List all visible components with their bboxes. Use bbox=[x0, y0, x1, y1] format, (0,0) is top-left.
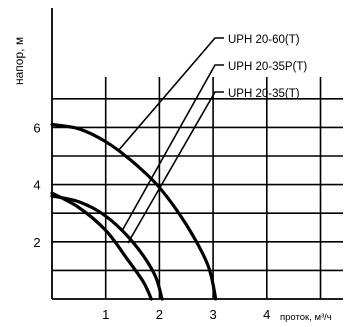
leader-lines bbox=[117, 37, 224, 244]
series-label-uph-20-35t: UPH 20-35(T) bbox=[228, 88, 300, 100]
leader-line bbox=[127, 91, 224, 244]
y-tick-label: 4 bbox=[33, 178, 40, 193]
series-labels: UPH 20-60(T) UPH 20-35P(T) UPH 20-35(T) bbox=[228, 34, 307, 100]
x-tick-label: 1 bbox=[102, 307, 109, 322]
x-tick-label: 2 bbox=[156, 307, 163, 322]
series-uph-20-35t-line bbox=[50, 191, 153, 301]
series-layer bbox=[50, 122, 218, 301]
series-label-uph-20-35pt: UPH 20-35P(T) bbox=[228, 61, 307, 73]
y-axis-label: напор, м bbox=[12, 37, 26, 85]
series-label-uph-20-60t: UPH 20-60(T) bbox=[228, 34, 300, 46]
x-axis-label: проток, м³/ч bbox=[280, 312, 332, 323]
y-tick-label: 2 bbox=[33, 235, 40, 250]
tick-labels: 1 2 3 4 2 4 6 bbox=[33, 120, 270, 322]
leader-line bbox=[117, 37, 224, 152]
series-uph-20-60t-line bbox=[50, 122, 218, 301]
y-tick-label: 6 bbox=[33, 120, 40, 135]
series-uph-20-35pt-line bbox=[50, 194, 164, 301]
leader-line bbox=[121, 64, 224, 232]
x-tick-label: 3 bbox=[209, 307, 216, 322]
x-tick-label: 4 bbox=[263, 307, 270, 322]
